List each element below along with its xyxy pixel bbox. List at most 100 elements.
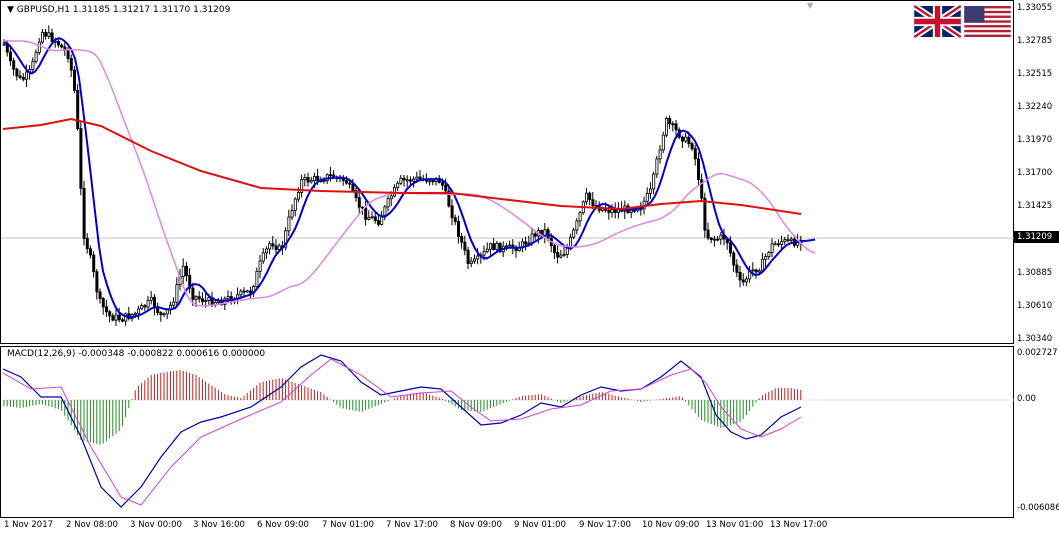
candle (309, 176, 313, 184)
candle (328, 166, 332, 182)
candle-body (389, 195, 393, 200)
candle-body (143, 305, 147, 308)
candle (367, 210, 371, 221)
candle-body (431, 180, 435, 183)
candle (248, 286, 252, 299)
price-axis-label: 1.32515 (1017, 69, 1053, 79)
candle (511, 239, 515, 255)
candle (773, 240, 777, 246)
candle-body (719, 234, 723, 240)
candle-body (607, 209, 611, 213)
shift-marker-icon[interactable]: ▼ (807, 1, 814, 10)
candle (767, 250, 771, 260)
open-value: 1.31185 (72, 5, 111, 15)
candle-body (418, 176, 422, 180)
candle (376, 215, 380, 227)
candle (735, 259, 739, 278)
candle (18, 70, 22, 80)
candle-body (2, 43, 6, 46)
candle (242, 287, 246, 296)
time-axis-label: 13 Nov 01:00 (706, 520, 764, 530)
candle (168, 301, 172, 315)
candle (73, 66, 77, 94)
candle-body (108, 311, 112, 317)
macd-histogram (3, 370, 802, 445)
price-axis-label: 1.32785 (1017, 36, 1053, 46)
candle (559, 249, 563, 259)
candle-body (396, 182, 400, 189)
candle-body (284, 230, 288, 248)
candle (89, 245, 93, 259)
candle-body (264, 248, 268, 254)
candle-body (556, 252, 560, 258)
candle (706, 222, 710, 241)
candle (613, 202, 617, 219)
time-axis-label: 3 Nov 00:00 (130, 520, 182, 530)
candle-body (706, 229, 710, 239)
candle (700, 173, 704, 202)
candle (588, 191, 592, 205)
macd-caption: MACD(12,26,9) -0.000348 -0.000822 0.0006… (7, 349, 266, 359)
candle-body (729, 242, 733, 254)
candle (175, 277, 179, 308)
candle-body (82, 187, 86, 239)
candle (140, 303, 144, 310)
candle-body (47, 32, 51, 37)
candle (639, 202, 643, 216)
candle-body (111, 315, 115, 321)
candle (453, 214, 457, 226)
candles (2, 25, 803, 327)
candle (108, 309, 112, 323)
candle (703, 192, 707, 238)
candle-body (309, 180, 313, 183)
candle-body (8, 51, 12, 62)
candle-body (732, 252, 736, 266)
candle-body (735, 264, 739, 273)
candle-body (248, 290, 252, 294)
macd-pane[interactable]: MACD(12,26,9) -0.000348 -0.000822 0.0006… (0, 346, 1015, 518)
price-axis-label: 1.31970 (1017, 135, 1053, 145)
candle (757, 268, 761, 274)
price-axis-label: 1.30885 (1017, 268, 1053, 278)
candle-body (34, 51, 38, 62)
candle-body (703, 197, 707, 231)
candle-body (572, 229, 576, 238)
candle-body (575, 220, 579, 231)
candle-body (610, 209, 614, 213)
candle (668, 115, 672, 129)
price-chart-pane[interactable]: ▼ GBPUSD,H1 1.31185 1.31217 1.31170 1.31… (0, 0, 1015, 344)
candle-body (533, 233, 537, 237)
price-axis-label: 1.31700 (1017, 168, 1053, 178)
candle (697, 152, 701, 186)
candle (114, 309, 118, 327)
candle (98, 288, 102, 304)
candle-body (463, 241, 467, 251)
collapse-triangle-icon[interactable]: ▼ (7, 5, 14, 15)
candle-body (76, 89, 80, 130)
candle-body (444, 184, 448, 192)
candle-body (751, 269, 755, 272)
candle-body (661, 134, 665, 151)
candle-body (306, 177, 310, 183)
candle-body (754, 269, 758, 273)
candle (466, 246, 470, 270)
macd-axis-label: 0.002727 (1017, 348, 1058, 358)
candle-body (658, 149, 662, 160)
candle-body (303, 177, 307, 181)
candle (146, 295, 150, 311)
time-axis-label: 7 Nov 01:00 (322, 520, 374, 530)
candle-body (757, 270, 761, 273)
candle-body (562, 253, 566, 256)
macd-line (2, 354, 802, 508)
candle-body (351, 183, 355, 192)
symbol-label: GBPUSD,H1 (16, 5, 70, 15)
candle-body (456, 221, 460, 237)
candle (188, 268, 192, 293)
candle (658, 145, 662, 164)
candle-body (98, 291, 102, 299)
candle-body (767, 252, 771, 257)
candle-body (789, 238, 793, 241)
candle-body (146, 299, 150, 308)
candle-body (773, 243, 777, 246)
candle (780, 235, 784, 250)
